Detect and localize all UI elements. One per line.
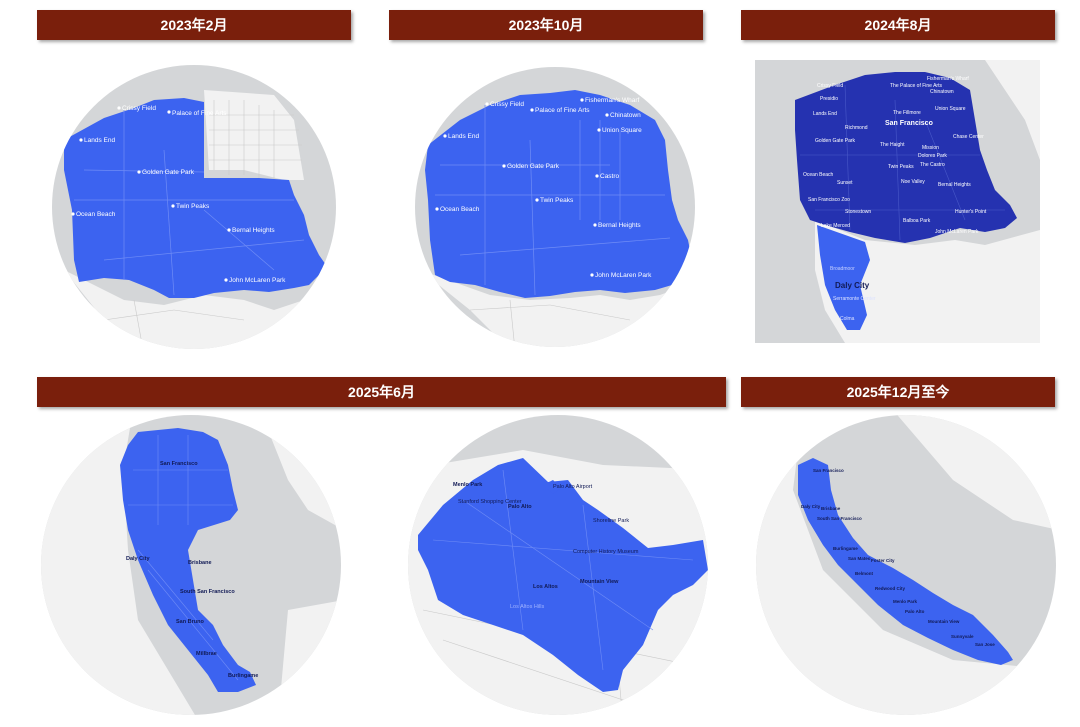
place-label: Lands End [813, 111, 837, 117]
place-label: Crissy Field [817, 83, 843, 89]
place-label: San Francisco [813, 468, 844, 473]
place-label: Union Square [602, 127, 642, 134]
place-label: Ocean Beach [76, 211, 116, 218]
place-label: Ocean Beach [440, 206, 480, 213]
place-label: Mountain View [580, 579, 619, 585]
period-banner-2024-aug: 2024年8月 [741, 10, 1055, 40]
place-label: South San Francisco [817, 516, 862, 521]
place-label: Los Altos Hills [510, 604, 544, 610]
place-label: John McLaren Park [595, 272, 652, 279]
place-label: Stanford Shopping Center [458, 499, 522, 505]
place-label: The Fillmore [893, 110, 921, 116]
place-label: Burlingame [833, 546, 858, 551]
place-label: San Mateo [848, 556, 871, 561]
place-label: Golden Gate Park [507, 163, 560, 170]
place-label: Palo Alto [508, 504, 532, 510]
place-label: Twin Peaks [888, 164, 914, 170]
place-label: The Haight [880, 142, 905, 148]
place-label: Castro [600, 173, 620, 180]
place-label: Chase Center [953, 134, 984, 140]
place-label: Bernal Heights [598, 222, 641, 229]
place-label: Colma [840, 316, 855, 322]
place-label: Mountain View [928, 619, 960, 624]
place-label: San Bruno [176, 619, 204, 625]
place-label: Lake Merced [821, 223, 850, 229]
place-label: Palo Alto Airport [553, 484, 593, 490]
place-label: Daly City [835, 281, 870, 290]
place-label: Menlo Park [453, 482, 483, 488]
place-label: Menlo Park [893, 599, 918, 604]
place-label: Bernal Heights [938, 182, 971, 188]
place-label: Mission [922, 145, 939, 151]
place-label: John McLaren Park [229, 277, 286, 284]
place-label: Lands End [448, 133, 479, 140]
place-label: Balboa Park [903, 218, 931, 224]
place-label: Los Altos [533, 584, 558, 590]
place-label: Presidio [820, 96, 838, 102]
place-label: Chinatown [610, 112, 641, 119]
place-label: South San Francisco [180, 589, 235, 595]
place-label: Chinatown [930, 89, 954, 95]
place-label: Lands End [84, 137, 115, 144]
period-banner-2023-oct: 2023年10月 [389, 10, 703, 40]
place-label: Sunset [837, 180, 853, 186]
place-label: The Castro [920, 162, 945, 168]
place-label: Golden Gate Park [815, 138, 856, 144]
place-label: The Palace of Fine Arts [890, 83, 942, 89]
place-label: Twin Peaks [176, 203, 210, 210]
place-label: Burlingame [228, 673, 258, 679]
place-label: Stonestown [845, 209, 871, 215]
place-label: Fisherman's Wharf [585, 97, 640, 104]
place-label: Foster City [871, 558, 895, 563]
place-label: Sunnyvale [951, 634, 974, 639]
period-banner-2025-dec-present: 2025年12月至今 [741, 377, 1055, 407]
place-label: Brisbane [188, 560, 212, 566]
place-label: Bernal Heights [232, 227, 275, 234]
place-label: Union Square [935, 106, 966, 112]
place-label: Crissy Field [490, 101, 524, 108]
place-label: Noe Valley [901, 179, 925, 185]
place-label: Shoreline Park [593, 518, 629, 524]
period-banner-2023-feb: 2023年2月 [37, 10, 351, 40]
place-label: Millbrae [196, 651, 217, 657]
place-label: San Francisco [885, 120, 933, 127]
place-label: Ocean Beach [803, 172, 834, 178]
place-label: Hunter's Point [955, 209, 987, 215]
place-label: San Francisco Zoo [808, 197, 850, 203]
place-label: Crissy Field [122, 105, 156, 112]
place-label: Daly City [801, 504, 821, 509]
place-label: Palo Alto [905, 609, 925, 614]
place-label: Serramonte Center [833, 296, 876, 302]
place-label: Daly City [126, 556, 150, 562]
place-label: Brisbane [821, 506, 841, 511]
place-label: Palace of Fine Arts [535, 107, 590, 114]
place-label: Dolores Park [918, 153, 947, 159]
place-label: San Francisco [160, 461, 198, 467]
place-label: Twin Peaks [540, 197, 574, 204]
map-sf-2023-oct: Crissy Field Palace of Fine Arts Fisherm… [410, 60, 700, 355]
map-palo-alto-2025-jun: Menlo Park Palo Alto Airport Stanford Sh… [403, 410, 715, 722]
place-label: Belmont [855, 571, 874, 576]
place-label: San Jose [975, 642, 995, 647]
map-sf-2023-feb: Crissy Field Palace of Fine Arts Lands E… [44, 60, 344, 355]
place-label: Richmond [845, 125, 868, 131]
place-label: Golden Gate Park [142, 169, 195, 176]
map-sf-2024-aug: Crissy Field The Palace of Fine Arts Fis… [755, 60, 1040, 343]
place-label: Fisherman's Wharf [927, 76, 969, 82]
place-label: Broadmoor [830, 266, 855, 272]
map-peninsula-2025-jun: San Francisco Daly City Brisbane South S… [38, 410, 344, 722]
place-label: John McLaren Park [935, 229, 979, 235]
map-bay-area-2025-dec: San Francisco Daly City Brisbane South S… [753, 410, 1059, 722]
place-label: Redwood City [875, 586, 905, 591]
place-label: Palace of Fine Arts [172, 110, 227, 117]
place-label: Computer History Museum [573, 549, 639, 555]
period-banner-2025-jun: 2025年6月 [37, 377, 726, 407]
